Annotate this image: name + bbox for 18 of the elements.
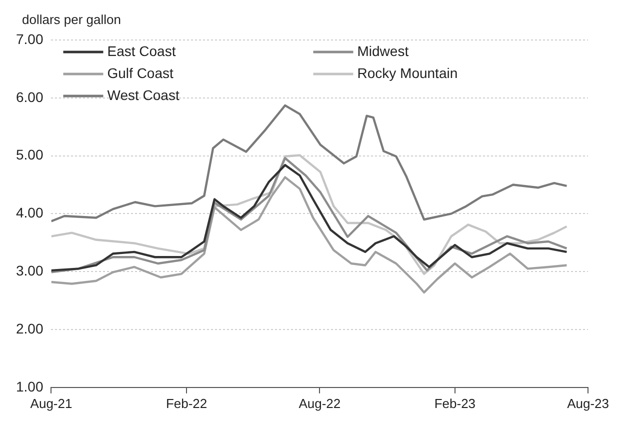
y-tick-label: 2.00 — [16, 320, 44, 336]
legend-label: Rocky Mountain — [357, 64, 458, 81]
x-tick-label: Aug-23 — [567, 396, 609, 411]
legend-label: Midwest — [357, 42, 409, 59]
legend-label: East Coast — [107, 42, 176, 59]
legend-label: West Coast — [107, 86, 180, 103]
x-tick-label: Feb-23 — [434, 396, 476, 411]
y-axis-title: dollars per gallon — [22, 12, 122, 28]
legend-label: Gulf Coast — [107, 64, 174, 81]
x-tick-label: Feb-22 — [166, 396, 208, 411]
y-tick-label: 1.00 — [16, 378, 44, 394]
y-tick-label: 6.00 — [16, 88, 44, 105]
x-tick-label: Aug-21 — [30, 396, 72, 411]
y-tick-label: 5.00 — [16, 146, 44, 163]
y-tick-label: 3.00 — [16, 262, 44, 278]
y-tick-label: 4.00 — [16, 204, 44, 221]
y-tick-label: 7.00 — [16, 30, 44, 47]
x-tick-label: Aug-22 — [298, 396, 341, 411]
